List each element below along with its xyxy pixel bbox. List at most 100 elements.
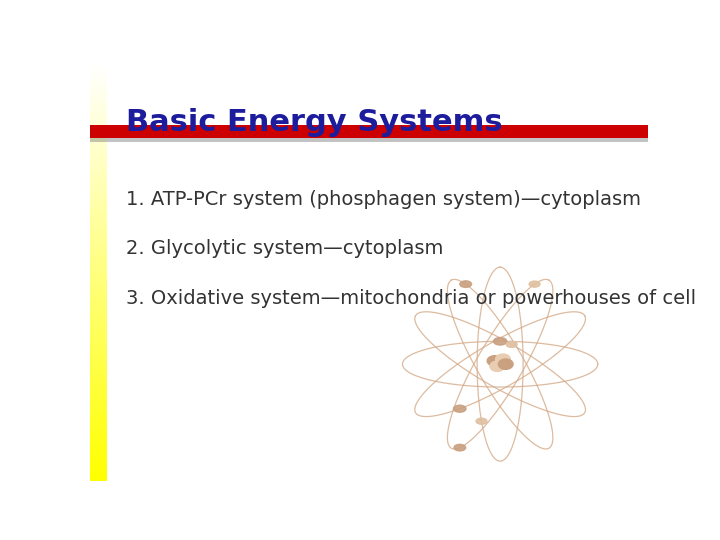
Ellipse shape — [476, 418, 487, 424]
Bar — [90, 227, 107, 229]
Bar — [90, 214, 107, 217]
Bar — [90, 133, 107, 136]
Bar — [90, 104, 107, 106]
Bar — [90, 458, 107, 460]
Bar — [90, 462, 107, 464]
Bar — [90, 389, 107, 391]
Text: 2. Glycolytic system—cytoplasm: 2. Glycolytic system—cytoplasm — [126, 239, 444, 259]
Bar — [90, 468, 107, 470]
Bar — [90, 212, 107, 214]
Bar — [90, 348, 107, 349]
Bar — [90, 456, 107, 458]
Bar — [90, 129, 107, 131]
Bar — [90, 285, 107, 287]
Text: 3. Oxidative system—mitochondria or powerhouses of cell: 3. Oxidative system—mitochondria or powe… — [126, 289, 696, 308]
Bar — [90, 375, 107, 377]
Bar — [90, 241, 107, 244]
Bar — [90, 94, 107, 96]
Bar — [90, 121, 107, 123]
Bar — [90, 84, 107, 85]
Bar — [90, 268, 107, 271]
Bar — [90, 125, 107, 127]
Bar — [90, 472, 107, 474]
Bar — [90, 73, 107, 75]
Ellipse shape — [454, 405, 466, 412]
Bar — [90, 160, 107, 163]
Bar — [90, 198, 107, 200]
Bar — [90, 92, 107, 94]
Bar — [90, 275, 107, 277]
Bar — [90, 279, 107, 281]
Bar — [90, 221, 107, 223]
Bar — [90, 335, 107, 337]
Bar — [90, 474, 107, 476]
Bar — [90, 427, 107, 429]
Bar — [90, 454, 107, 456]
Bar — [90, 250, 107, 252]
Bar — [90, 316, 107, 319]
Ellipse shape — [460, 281, 472, 287]
Bar — [90, 238, 107, 239]
Ellipse shape — [490, 361, 505, 372]
Bar — [90, 329, 107, 331]
Bar — [90, 144, 107, 146]
Bar — [90, 260, 107, 262]
Bar — [90, 233, 107, 235]
Bar — [90, 387, 107, 389]
Bar — [90, 447, 107, 449]
Bar — [90, 119, 107, 121]
Bar — [90, 362, 107, 364]
Bar — [90, 478, 107, 481]
Bar — [90, 206, 107, 208]
Bar — [90, 181, 107, 183]
Bar — [90, 435, 107, 437]
Bar — [90, 470, 107, 472]
Bar — [90, 395, 107, 397]
Bar — [90, 271, 107, 273]
Bar — [90, 341, 107, 343]
Bar — [90, 433, 107, 435]
Bar — [90, 322, 107, 325]
Bar — [90, 429, 107, 431]
Bar — [90, 152, 107, 154]
Bar — [90, 69, 107, 71]
Bar — [90, 252, 107, 254]
Bar — [90, 358, 107, 360]
Bar — [90, 109, 107, 111]
Bar — [90, 79, 107, 82]
Bar — [90, 360, 107, 362]
Bar — [90, 246, 107, 248]
Bar — [90, 196, 107, 198]
Bar — [90, 239, 107, 241]
Bar — [90, 136, 648, 141]
Bar — [90, 327, 107, 329]
Bar — [90, 437, 107, 439]
Bar — [90, 422, 107, 424]
Bar — [90, 400, 107, 402]
Bar — [90, 225, 107, 227]
Bar — [90, 185, 107, 187]
Bar — [90, 156, 107, 158]
Bar — [90, 281, 107, 283]
Bar — [90, 289, 107, 292]
Bar — [90, 98, 107, 100]
Bar — [90, 125, 648, 138]
Bar — [90, 298, 107, 300]
Bar — [90, 302, 107, 304]
Bar — [90, 71, 107, 73]
Bar — [90, 383, 107, 385]
Bar — [90, 354, 107, 356]
Bar — [90, 150, 107, 152]
Bar — [90, 333, 107, 335]
Bar — [90, 202, 107, 204]
Bar — [90, 158, 107, 160]
Bar — [90, 312, 107, 314]
Bar — [90, 231, 107, 233]
Bar — [90, 136, 107, 138]
Bar — [90, 117, 107, 119]
Bar — [90, 343, 107, 346]
Ellipse shape — [495, 354, 510, 364]
Bar — [90, 140, 107, 141]
Bar — [90, 441, 107, 443]
Bar — [90, 404, 107, 406]
